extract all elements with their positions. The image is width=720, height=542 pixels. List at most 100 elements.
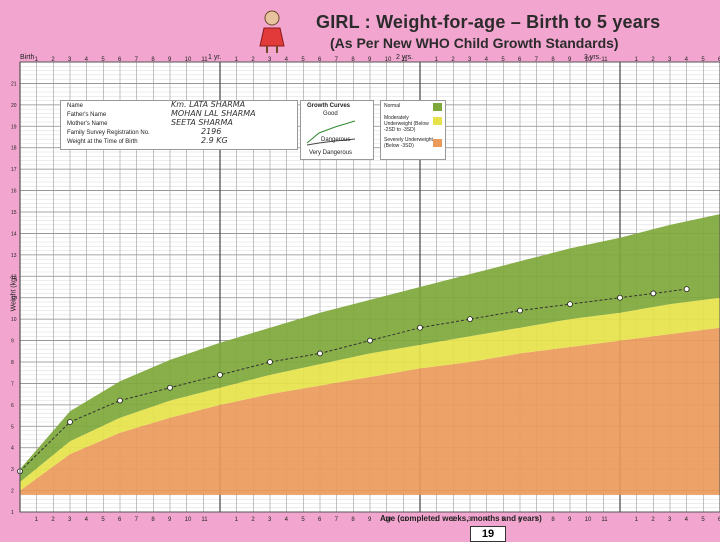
band-severely xyxy=(20,327,720,495)
x-tick-label-bottom: 8 xyxy=(151,517,155,523)
x-tick-label-bottom: 1 xyxy=(435,517,439,523)
info-label-birth-weight: Weight at the Time of Birth xyxy=(67,139,138,145)
info-value-registration: 2196 xyxy=(201,127,222,136)
child-weight-point xyxy=(417,324,423,331)
y-tick-label: 20 xyxy=(11,103,17,109)
x-tick-label-top: 4 xyxy=(685,57,689,63)
x-tick-label-bottom: 11 xyxy=(201,517,208,523)
x-tick-label-bottom: 5 xyxy=(501,517,505,523)
x-tick-label-top: 2 xyxy=(451,57,455,63)
page-subtitle: (As Per New WHO Child Growth Standards) xyxy=(330,35,619,51)
child-weight-point xyxy=(267,359,273,365)
y-tick-label: 21 xyxy=(11,81,17,87)
band-normal xyxy=(20,214,720,482)
growth-curves-title: Growth Curves xyxy=(307,103,351,109)
x-tick-label-top: 1 xyxy=(635,57,639,63)
info-label-mother: Mother's Name xyxy=(67,121,108,127)
y-axis-label: Weight (kg) xyxy=(10,275,18,312)
x-tick-label-bottom: 5 xyxy=(701,517,705,523)
legend-label-normal: Normal xyxy=(384,103,401,109)
band-moderately xyxy=(20,297,720,491)
x-tick-label-top: 2 xyxy=(51,57,55,63)
x-tick-label-top: 7 xyxy=(135,57,139,63)
y-tick-label: 9 xyxy=(11,339,14,345)
y-tick-label: 14 xyxy=(11,231,17,237)
x-tick-label-top: 6 xyxy=(318,57,322,63)
x-tick-label-bottom: 5 xyxy=(301,517,305,523)
x-tick-label-top: 10 xyxy=(185,57,192,63)
info-value-mother: SEETA SHARMA xyxy=(171,118,233,127)
x-tick-label-bottom: 3 xyxy=(268,517,272,523)
x-tick-label-bottom: 6 xyxy=(118,517,122,523)
x-tick-label-bottom: 5 xyxy=(101,517,105,523)
x-tick-label-top: 7 xyxy=(335,57,339,63)
growth-curves-very-dangerous: Very Dangerous xyxy=(309,150,353,156)
x-tick-label-top: 1 xyxy=(235,57,239,63)
child-weight-point xyxy=(117,397,123,404)
x-tick-label-bottom: 2 xyxy=(451,517,455,523)
x-tick-label-top: 4 xyxy=(85,57,89,63)
y-tick-label: 3 xyxy=(11,467,14,473)
child-weight-point xyxy=(467,316,473,323)
x-tick-label-top: 5 xyxy=(501,57,505,63)
info-value-father: MOHAN LAL SHARMA xyxy=(171,109,256,118)
x-tick-label-top: 1 xyxy=(35,57,39,63)
year-label-3: 3 yrs. xyxy=(584,54,602,61)
y-tick-label: 12 xyxy=(11,274,17,280)
y-tick-label: 19 xyxy=(11,124,17,130)
x-tick-label-bottom: 9 xyxy=(368,517,372,523)
info-value-birth-weight: 2.9 KG xyxy=(201,136,228,145)
x-tick-label-bottom: 11 xyxy=(601,517,608,523)
y-tick-label: 1 xyxy=(11,510,14,516)
y-tick-label: 18 xyxy=(11,146,17,152)
year-label-birth: Birth xyxy=(20,54,35,61)
legend-swatch-normal xyxy=(433,103,442,111)
legend-swatch-moderate xyxy=(433,117,442,125)
x-tick-label-top: 6 xyxy=(518,57,522,63)
y-tick-label: 6 xyxy=(11,403,14,409)
girl-icon xyxy=(259,10,285,53)
x-tick-label-top: 4 xyxy=(485,57,489,63)
legend: Normal Moderately Underweight (Below -2S… xyxy=(380,100,446,160)
x-tick-label-bottom: 10 xyxy=(385,517,392,523)
x-tick-label-top: 5 xyxy=(301,57,305,63)
y-tick-label: 16 xyxy=(11,189,17,195)
x-tick-label-bottom: 8 xyxy=(551,517,555,523)
x-axis-label: Age (completed weeks, months and years) xyxy=(380,514,542,523)
legend-label-severe: Severely Underweight (Below -3SD) xyxy=(384,137,433,149)
child-weight-point xyxy=(617,294,623,301)
x-tick-label-bottom: 3 xyxy=(668,517,672,523)
y-tick-label: 7 xyxy=(11,381,14,387)
x-tick-label-bottom: 7 xyxy=(335,517,339,523)
x-tick-label-top: 6 xyxy=(118,57,122,63)
x-tick-label-top: 5 xyxy=(101,57,105,63)
growth-curves-good: Good xyxy=(323,111,338,117)
x-tick-label-bottom: 4 xyxy=(685,517,689,523)
growth-bands xyxy=(20,214,720,495)
child-weight-point xyxy=(217,371,223,378)
child-weight-point xyxy=(67,419,73,425)
year-label-1: 1 yr. xyxy=(208,54,222,61)
x-tick-label-top: 7 xyxy=(535,57,539,63)
child-weight-point xyxy=(517,307,523,314)
info-label-father: Father's Name xyxy=(67,112,107,118)
x-tick-label-bottom: 3 xyxy=(68,517,72,523)
x-tick-label-top: 10 xyxy=(585,57,592,63)
x-tick-label-top: 8 xyxy=(151,57,155,63)
x-tick-label-top: 3 xyxy=(268,57,272,63)
x-tick-label-top: 11 xyxy=(601,57,608,63)
x-tick-label-bottom: 4 xyxy=(485,517,489,523)
child-growth-line xyxy=(17,286,690,475)
legend-swatch-severe xyxy=(433,139,442,147)
x-tick-label-top: 9 xyxy=(168,57,172,63)
child-weight-point xyxy=(367,337,373,344)
growth-curves-sketch xyxy=(306,120,356,146)
y-tick-label: 15 xyxy=(11,210,17,216)
x-tick-label-bottom: 9 xyxy=(168,517,172,523)
y-tick-label: 8 xyxy=(11,360,14,366)
y-tick-label: 4 xyxy=(11,446,14,452)
child-weight-point xyxy=(567,301,573,308)
x-tick-label-top: 4 xyxy=(285,57,289,63)
x-tick-label-top: 1 xyxy=(435,57,439,63)
